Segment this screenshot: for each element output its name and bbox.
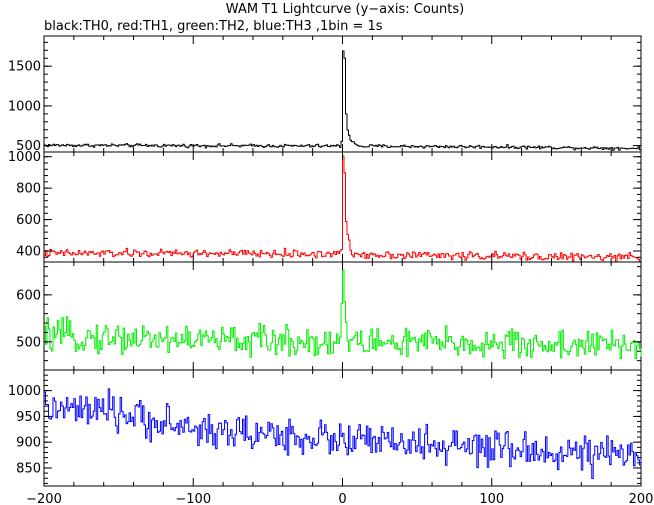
panel-th1: 400 600 800 1000 xyxy=(8,150,642,263)
y-tick-label: 600 xyxy=(16,288,41,303)
y-tick-label: 1000 xyxy=(8,99,41,114)
panels-group: 5001000150040060080010005006008509009501… xyxy=(8,35,642,487)
y-tick-label: 500 xyxy=(16,335,41,350)
y-tick-label: 1000 xyxy=(8,384,41,399)
x-tick-label: 0 xyxy=(338,492,346,505)
y-tick-label: 900 xyxy=(16,436,41,451)
series-line-th1 xyxy=(44,155,642,263)
y-tick-label: 1000 xyxy=(8,150,41,165)
x-tick-label: 200 xyxy=(629,492,654,505)
y-tick-label: 500 xyxy=(16,139,41,154)
chart-title: WAM T1 Lightcurve (y−axis: Counts) xyxy=(226,2,464,17)
x-tick-label: 100 xyxy=(479,492,504,505)
series-line-th0 xyxy=(44,50,642,151)
panel-th2: 500 600 xyxy=(16,261,642,371)
x-tick-label: −100 xyxy=(175,492,211,505)
panel-th3: 850 900 950 1000 xyxy=(8,369,642,487)
panel-th0: 500 1000 1500 xyxy=(8,35,642,154)
y-tick-label: 1500 xyxy=(8,60,41,75)
y-tick-label: 400 xyxy=(16,245,41,260)
series-line-th3 xyxy=(44,388,642,479)
x-tick-label: −200 xyxy=(26,492,62,505)
y-tick-label: 850 xyxy=(16,461,41,476)
y-tick-label: 950 xyxy=(16,410,41,425)
series-line-th2 xyxy=(44,269,642,360)
y-tick-label: 600 xyxy=(16,213,41,228)
y-tick-label: 800 xyxy=(16,182,41,197)
chart-subtitle: black:TH0, red:TH1, green:TH2, blue:TH3 … xyxy=(44,19,383,34)
x-axis: −200 −100 0 100 200 xyxy=(26,492,653,505)
panel-frame xyxy=(43,369,642,487)
